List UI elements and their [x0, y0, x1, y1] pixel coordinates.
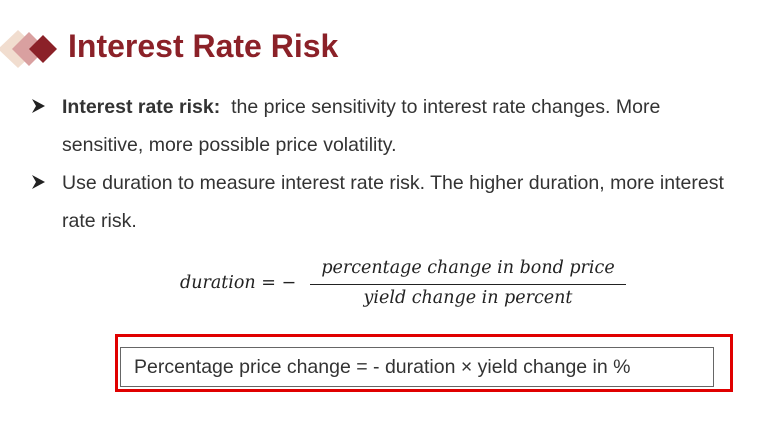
formula-lhs: duration = −	[180, 273, 297, 293]
arrowhead-bullet-icon	[32, 99, 45, 113]
bullet-item: Use duration to measure interest rate ri…	[30, 164, 730, 240]
fraction-bar	[310, 284, 626, 285]
bullet-term: Interest rate risk:	[62, 96, 221, 118]
formula-denominator: yield change in percent	[363, 288, 573, 308]
bullet-text: the price sensitivity to interest rate c…	[62, 96, 661, 156]
page-title: Interest Rate Risk	[68, 28, 339, 64]
highlight-frame	[115, 334, 733, 392]
arrowhead-bullet-icon	[32, 175, 45, 189]
price-change-rule: Percentage price change = - duration × y…	[120, 347, 714, 387]
bullet-text: Use duration to measure interest rate ri…	[62, 172, 724, 232]
stacked-diamonds-icon	[0, 30, 57, 68]
duration-formula: duration = − percentage change in bond p…	[180, 258, 630, 314]
formula-fraction: percentage change in bond price yield ch…	[310, 258, 626, 308]
formula-numerator: percentage change in bond price	[321, 258, 615, 278]
bullet-item: Interest rate risk: the price sensitivit…	[30, 88, 730, 164]
bullet-list: Interest rate risk: the price sensitivit…	[30, 88, 730, 240]
